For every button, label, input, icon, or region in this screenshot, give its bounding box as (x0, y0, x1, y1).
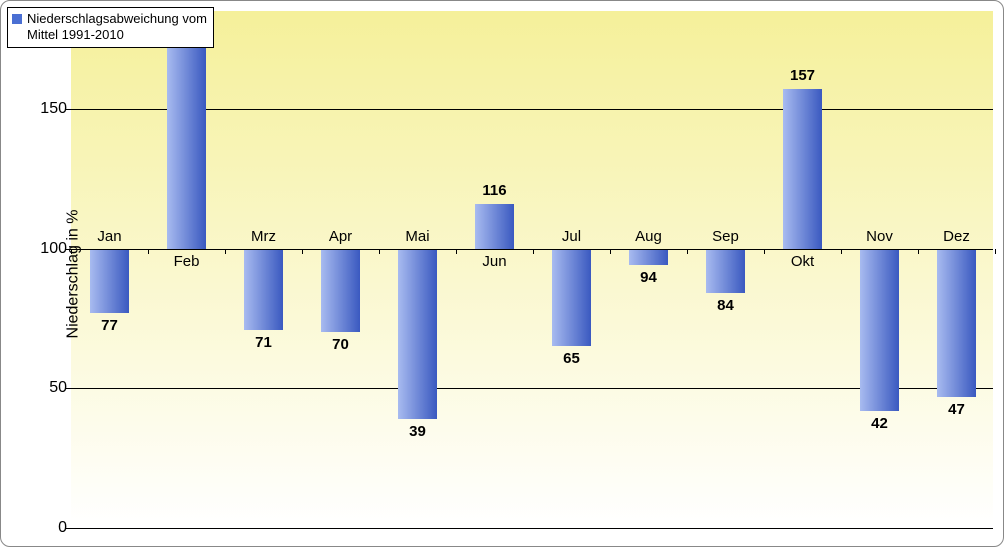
bar-okt (783, 89, 822, 248)
value-label-dez: 47 (948, 401, 965, 418)
value-label-sep: 84 (717, 297, 734, 314)
value-label-jul: 65 (563, 350, 580, 367)
gridline (71, 109, 993, 110)
category-label-apr: Apr (329, 228, 352, 245)
bar-nov (860, 249, 899, 411)
category-label-feb: Feb (174, 253, 200, 270)
value-label-mai: 39 (409, 423, 426, 440)
value-label-jan: 77 (101, 317, 118, 334)
bar-sep (706, 249, 745, 294)
value-label-aug: 94 (640, 269, 657, 286)
category-label-aug: Aug (635, 228, 662, 245)
category-label-dez: Dez (943, 228, 970, 245)
plot-background (71, 11, 993, 526)
bar-dez (937, 249, 976, 397)
y-axis-title: Niederschlag in % (64, 209, 82, 338)
bar-jun (475, 204, 514, 249)
value-label-okt: 157 (790, 67, 815, 84)
bar-jan (90, 249, 129, 313)
category-label-sep: Sep (712, 228, 739, 245)
baseline-100 (71, 249, 993, 250)
gridline (71, 388, 993, 389)
bar-apr (321, 249, 360, 333)
category-label-nov: Nov (866, 228, 893, 245)
y-tick-label: 0 (58, 519, 67, 537)
bar-jul (552, 249, 591, 347)
value-label-mrz: 71 (255, 334, 272, 351)
bar-aug (629, 249, 668, 266)
value-label-nov: 42 (871, 415, 888, 432)
category-label-okt: Okt (791, 253, 814, 270)
category-label-mrz: Mrz (251, 228, 276, 245)
value-label-jun: 116 (482, 182, 506, 199)
legend: Niederschlagsabweichung vom Mittel 1991-… (7, 7, 214, 48)
category-label-jan: Jan (97, 228, 121, 245)
legend-marker (12, 14, 22, 24)
legend-line1: Niederschlagsabweichung vom (27, 11, 207, 26)
y-tick-label: 150 (40, 100, 67, 118)
category-label-jul: Jul (562, 228, 581, 245)
category-label-jun: Jun (482, 253, 506, 270)
y-tick-label: 50 (49, 379, 67, 397)
precipitation-deviation-chart: Niederschlagsabweichung vom Mittel 1991-… (0, 0, 1004, 547)
category-label-mai: Mai (405, 228, 429, 245)
x-tickmark (995, 249, 996, 254)
bar-mrz (244, 249, 283, 330)
y-tick-label: 100 (40, 240, 67, 258)
value-label-apr: 70 (332, 336, 349, 353)
legend-text: Niederschlagsabweichung vom Mittel 1991-… (27, 11, 207, 44)
bar-mai (398, 249, 437, 419)
gridline (71, 528, 993, 529)
legend-line2: Mittel 1991-2010 (27, 27, 124, 42)
